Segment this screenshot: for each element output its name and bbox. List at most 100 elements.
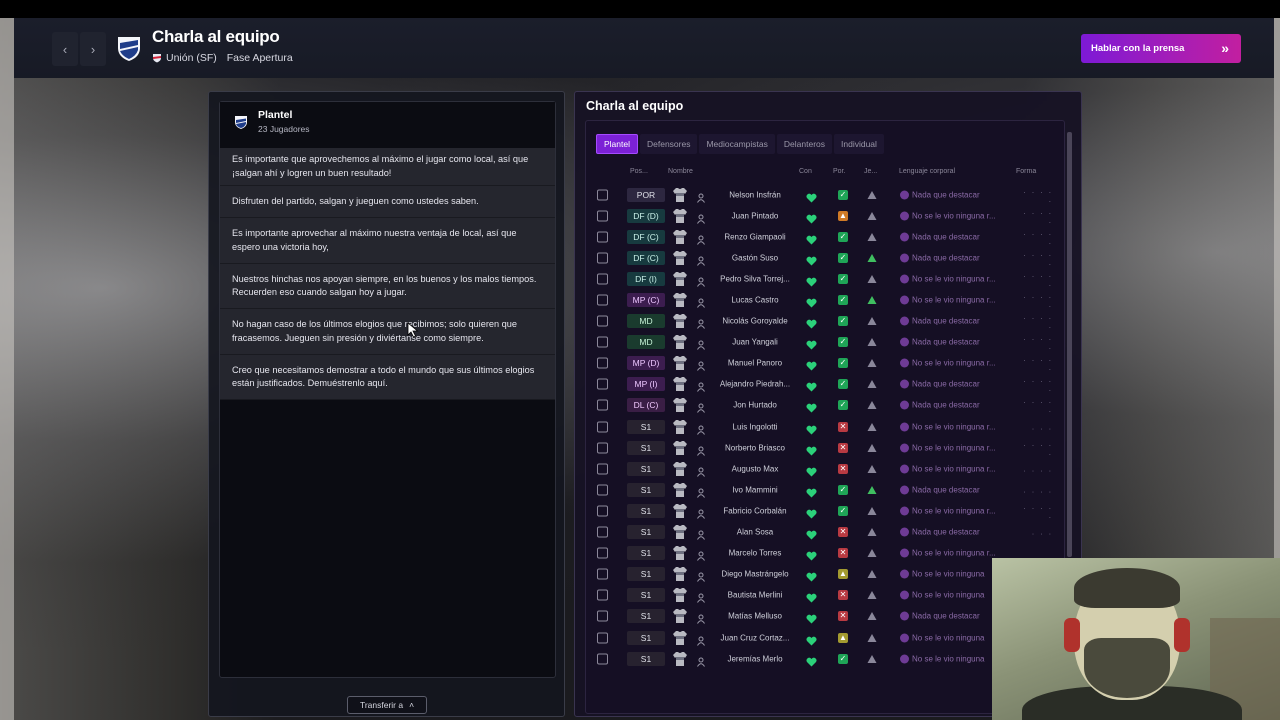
talk-option[interactable]: Es importante aprovechar al máximo nuest… (220, 218, 555, 264)
select-checkbox[interactable] (597, 547, 608, 559)
table-row[interactable]: MP (I) Alejandro Piedrah... ✓ Nada que dest… (586, 374, 1064, 395)
player-name[interactable]: Manuel Panoro (727, 358, 783, 368)
table-row[interactable]: DF (C) Renzo Giampaoli ✓ Nada que destacar.… (586, 226, 1064, 247)
player-name[interactable]: Fabricio Corbalán (723, 506, 787, 516)
table-row[interactable]: S1 Marcelo Torres ✕ No se le vio ninguna r.… (586, 543, 1064, 564)
select-checkbox[interactable] (597, 653, 608, 665)
transfer-to-button[interactable]: Transferir a ˄ (347, 696, 427, 714)
player-name[interactable]: Diego Mastrángelo (721, 569, 789, 579)
talk-option[interactable]: Disfruten del partido, salgan y jueguen … (220, 186, 555, 218)
select-checkbox[interactable] (597, 294, 608, 306)
body-language: No se le vio ninguna r... (900, 295, 998, 305)
talk-option[interactable]: Es importante que aprovechemos al máximo… (220, 148, 555, 186)
table-row[interactable]: MP (D) Manuel Panoro ✓ No se le vio ninguna… (586, 353, 1064, 374)
select-checkbox[interactable] (597, 315, 608, 327)
player-name[interactable]: Alan Sosa (736, 527, 774, 537)
table-row[interactable]: MD Nicolás Goroyalde ✓ Nada que destacar . .… (586, 311, 1064, 332)
select-checkbox[interactable] (597, 336, 608, 348)
player-name[interactable]: Alejandro Piedrah... (719, 379, 791, 389)
shirt-icon (672, 208, 688, 224)
table-row[interactable]: S1 Matías Melluso ✕ Nada que destacar (586, 606, 1064, 627)
select-checkbox[interactable] (597, 610, 608, 622)
body-language-text: Nada que destacar (912, 337, 980, 347)
table-scrollbar[interactable] (1067, 132, 1072, 557)
player-status-icon (696, 337, 706, 350)
select-checkbox[interactable] (597, 357, 608, 369)
player-name[interactable]: Renzo Giampaoli (724, 232, 786, 242)
table-row[interactable]: S1 Diego Mastrángelo ▲ No se le vio ninguna (586, 564, 1064, 585)
col-header-por[interactable]: Por. (833, 168, 846, 175)
select-checkbox[interactable] (597, 526, 608, 538)
table-row[interactable]: S1 Bautista Merlini ✕ No se le vio ninguna (586, 585, 1064, 606)
player-name[interactable]: Norberto Briasco (724, 443, 786, 453)
condition-icon: ✓ (838, 400, 848, 411)
competition-stage[interactable]: Fase Apertura (226, 52, 293, 64)
select-checkbox[interactable] (597, 632, 608, 644)
select-checkbox[interactable] (597, 505, 608, 517)
select-checkbox[interactable] (597, 442, 608, 454)
back-button[interactable]: ‹ (52, 32, 78, 66)
player-name[interactable]: Juan Yangali (732, 337, 778, 347)
select-checkbox[interactable] (597, 252, 608, 264)
table-row[interactable]: MP (C) Lucas Castro ✓ No se le vio ninguna … (586, 289, 1064, 310)
table-row[interactable]: S1 Norberto Briasco ✕ No se le vio ninguna … (586, 437, 1064, 458)
select-checkbox[interactable] (597, 378, 608, 390)
player-name[interactable]: Luis Ingolotti (732, 422, 778, 432)
select-checkbox[interactable] (597, 568, 608, 580)
tab-defenders[interactable]: Defensores (640, 134, 698, 154)
talk-to-press-button[interactable]: Hablar con la prensa » (1081, 34, 1241, 63)
select-checkbox[interactable] (597, 210, 608, 222)
select-checkbox[interactable] (597, 463, 608, 475)
condition-icon: ✕ (838, 463, 848, 474)
col-header-je[interactable]: Je... (864, 168, 878, 175)
forward-button[interactable]: › (80, 32, 106, 66)
player-name[interactable]: Nicolás Goroyalde (722, 316, 788, 326)
player-name[interactable]: Gastón Suso (731, 253, 779, 263)
player-name[interactable]: Jon Hurtado (733, 400, 777, 410)
club-name[interactable]: Unión (SF) (166, 52, 217, 64)
select-checkbox[interactable] (597, 189, 608, 201)
player-name[interactable]: Ivo Mammini (732, 485, 778, 495)
player-name[interactable]: Lucas Castro (731, 295, 779, 305)
player-name[interactable]: Marcelo Torres (728, 548, 782, 558)
player-name[interactable]: Bautista Merlini (727, 590, 783, 600)
table-row[interactable]: S1 Ivo Mammini ✓ Nada que destacar . . . . (586, 479, 1064, 500)
player-name[interactable]: Augusto Max (731, 464, 779, 474)
col-header-condition[interactable]: Con (799, 168, 812, 175)
col-header-position[interactable]: Pos... (630, 168, 648, 175)
select-checkbox[interactable] (597, 273, 608, 285)
talk-option[interactable]: Nuestros hinchas nos apoyan siempre, en … (220, 264, 555, 309)
col-header-form[interactable]: Forma (1016, 168, 1037, 175)
tab-midfielders[interactable]: Mediocampistas (699, 134, 775, 154)
player-name[interactable]: Pedro Silva Torrej... (720, 274, 790, 284)
player-name[interactable]: Juan Pintado (731, 211, 779, 221)
col-header-name[interactable]: Nombre (668, 168, 693, 175)
table-row[interactable]: S1 Fabricio Corbalán ✓ No se le vio ninguna… (586, 500, 1064, 521)
table-row[interactable]: MD Juan Yangali ✓ Nada que destacar . . . . … (586, 332, 1064, 353)
table-row[interactable]: DF (I) Pedro Silva Torrej... ✓ No se le vio… (586, 268, 1064, 289)
talk-option[interactable]: Creo que necesitamos demostrar a todo el… (220, 355, 555, 400)
player-name[interactable]: Jeremías Merlo (727, 654, 783, 664)
select-checkbox[interactable] (597, 399, 608, 411)
table-row[interactable]: DF (C) Gastón Suso ✓ Nada que destacar . . .… (586, 247, 1064, 268)
tab-squad[interactable]: Plantel (596, 134, 638, 154)
tab-individual[interactable]: Individual (834, 134, 884, 154)
table-row[interactable]: S1 Jeremías Merlo ✓ No se le vio ninguna (586, 648, 1064, 669)
player-name[interactable]: Juan Cruz Cortaz... (720, 633, 790, 643)
table-row[interactable]: DL (C) Jon Hurtado ✓ Nada que destacar . . .… (586, 395, 1064, 416)
select-checkbox[interactable] (597, 484, 608, 496)
table-row[interactable]: S1 Augusto Max ✕ No se le vio ninguna r....… (586, 458, 1064, 479)
select-checkbox[interactable] (597, 421, 608, 433)
player-name[interactable]: Matías Melluso (728, 611, 782, 621)
table-row[interactable]: DF (D) Juan Pintado ▲ No se le vio ninguna … (586, 205, 1064, 226)
col-header-body-language[interactable]: Lenguaje corporal (899, 168, 956, 175)
table-row[interactable]: S1 Juan Cruz Cortaz... ▲ No se le vio ningu… (586, 627, 1064, 648)
talk-option[interactable]: No hagan caso de los últimos elogios que… (220, 309, 555, 355)
player-name[interactable]: Nelson Insfrán (729, 190, 781, 200)
tab-forwards[interactable]: Delanteros (776, 134, 832, 154)
table-row[interactable]: S1 Alan Sosa ✕ Nada que destacar . . . (586, 522, 1064, 543)
select-checkbox[interactable] (597, 589, 608, 601)
select-checkbox[interactable] (597, 231, 608, 243)
table-row[interactable]: POR Nelson Insfrán ✓ Nada que destacar . . .… (586, 184, 1064, 205)
table-row[interactable]: S1 Luis Ingolotti ✕ No se le vio ninguna r.… (586, 416, 1064, 437)
